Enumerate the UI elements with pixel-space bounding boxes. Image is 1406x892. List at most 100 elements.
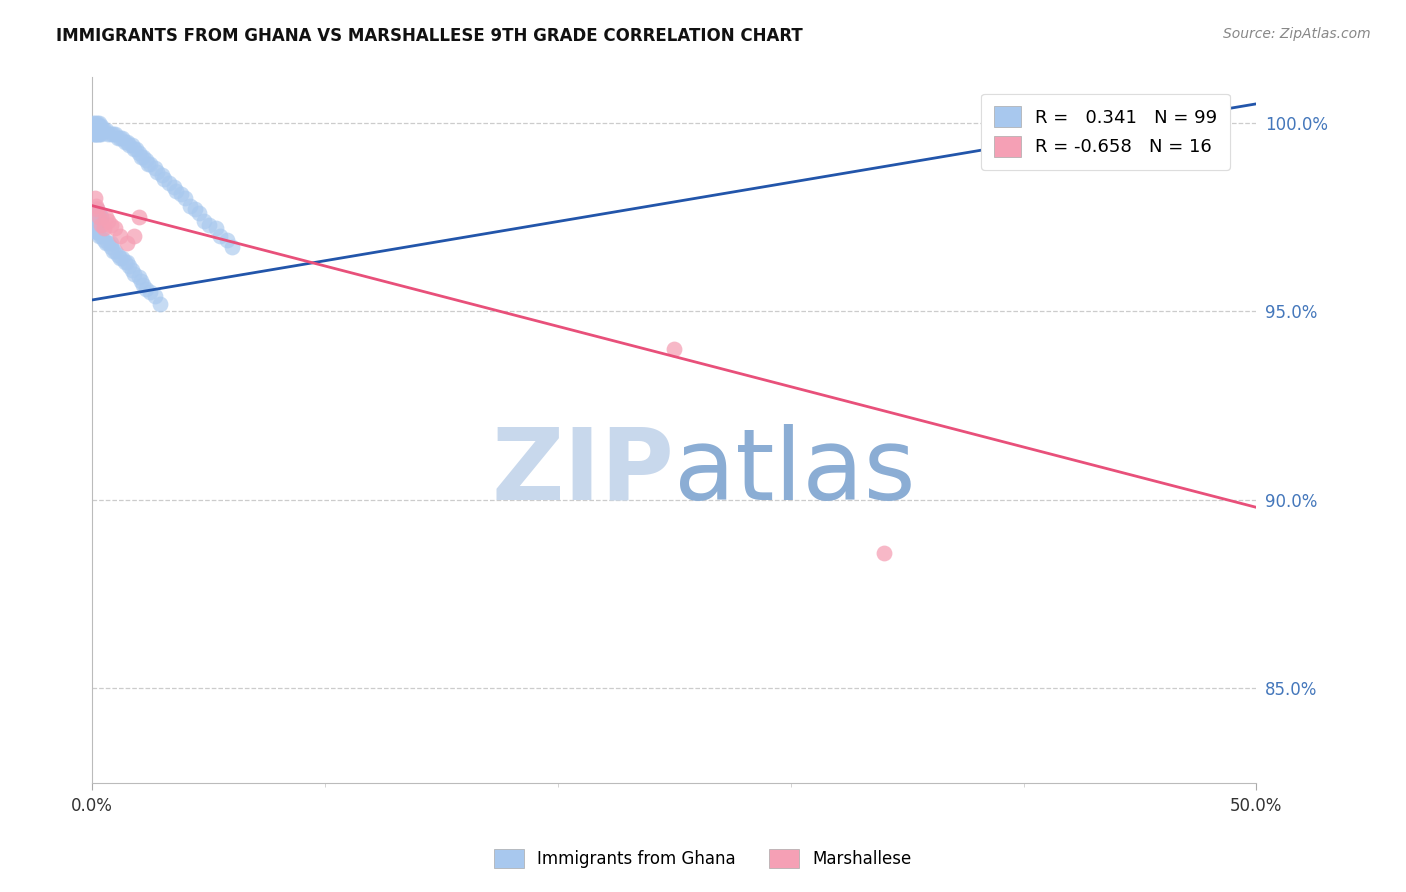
Point	[97, 127, 120, 141]
Point	[101, 244, 124, 258]
Point	[139, 157, 162, 171]
Point	[111, 252, 134, 266]
Point	[221, 240, 243, 254]
Point	[136, 157, 159, 171]
Point	[86, 120, 108, 134]
Point	[83, 116, 105, 130]
Point	[107, 130, 129, 145]
Point	[104, 127, 127, 141]
Point	[84, 221, 107, 235]
Point	[90, 228, 112, 243]
Point	[115, 236, 138, 251]
Point	[873, 546, 896, 560]
Point	[83, 191, 105, 205]
Point	[128, 210, 150, 224]
Point	[89, 228, 111, 243]
Point	[129, 150, 152, 164]
Point	[193, 213, 215, 227]
Point	[129, 274, 152, 288]
Point	[83, 202, 105, 217]
Point	[150, 169, 173, 183]
Point	[157, 176, 180, 190]
Point	[86, 225, 108, 239]
Point	[82, 221, 104, 235]
Point	[82, 127, 104, 141]
Point	[664, 342, 686, 356]
Point	[143, 161, 166, 175]
Text: Source: ZipAtlas.com: Source: ZipAtlas.com	[1223, 27, 1371, 41]
Legend: R =   0.341   N = 99, R = -0.658   N = 16: R = 0.341 N = 99, R = -0.658 N = 16	[981, 94, 1230, 169]
Point	[169, 187, 191, 202]
Point	[100, 236, 122, 251]
Point	[174, 191, 197, 205]
Text: ZIP: ZIP	[492, 424, 675, 521]
Point	[84, 199, 107, 213]
Point	[86, 123, 108, 137]
Point	[122, 228, 145, 243]
Point	[89, 120, 111, 134]
Point	[115, 255, 138, 269]
Point	[89, 127, 111, 141]
Point	[100, 218, 122, 232]
Point	[86, 116, 108, 130]
Text: atlas: atlas	[675, 424, 915, 521]
Point	[149, 296, 172, 310]
Point	[93, 123, 115, 137]
Point	[204, 221, 226, 235]
Point	[122, 267, 145, 281]
Point	[132, 150, 155, 164]
Point	[183, 202, 205, 217]
Point	[86, 225, 108, 239]
Point	[108, 130, 131, 145]
Point	[89, 120, 111, 134]
Point	[132, 277, 155, 292]
Point	[90, 210, 112, 224]
Point	[101, 127, 124, 141]
Point	[82, 116, 104, 130]
Point	[104, 221, 127, 235]
Point	[114, 255, 136, 269]
Point	[84, 210, 107, 224]
Point	[197, 218, 219, 232]
Point	[97, 236, 120, 251]
Point	[139, 285, 162, 300]
Point	[146, 165, 169, 179]
Point	[90, 127, 112, 141]
Point	[97, 213, 120, 227]
Point	[94, 210, 117, 224]
Point	[90, 210, 112, 224]
Point	[83, 127, 105, 141]
Point	[128, 145, 150, 160]
Point	[94, 236, 117, 251]
Point	[118, 138, 141, 153]
Point	[86, 202, 108, 217]
Point	[121, 138, 143, 153]
Point	[90, 120, 112, 134]
Point	[107, 248, 129, 262]
Point	[89, 116, 111, 130]
Point	[100, 240, 122, 254]
Point	[83, 221, 105, 235]
Point	[108, 228, 131, 243]
Point	[108, 252, 131, 266]
Point	[83, 206, 105, 220]
Point	[83, 221, 105, 235]
Point	[122, 142, 145, 156]
Point	[135, 153, 157, 168]
Point	[188, 206, 211, 220]
Point	[89, 210, 111, 224]
Point	[114, 135, 136, 149]
Point	[128, 270, 150, 285]
Point	[93, 221, 115, 235]
Point	[143, 289, 166, 303]
Point	[89, 210, 111, 224]
Point	[209, 228, 232, 243]
Legend: Immigrants from Ghana, Marshallese: Immigrants from Ghana, Marshallese	[488, 842, 918, 875]
Point	[163, 179, 186, 194]
Point	[217, 233, 239, 247]
Point	[93, 233, 115, 247]
Point	[100, 127, 122, 141]
Point	[89, 123, 111, 137]
Text: IMMIGRANTS FROM GHANA VS MARSHALLESE 9TH GRADE CORRELATION CHART: IMMIGRANTS FROM GHANA VS MARSHALLESE 9TH…	[56, 27, 803, 45]
Point	[153, 172, 176, 186]
